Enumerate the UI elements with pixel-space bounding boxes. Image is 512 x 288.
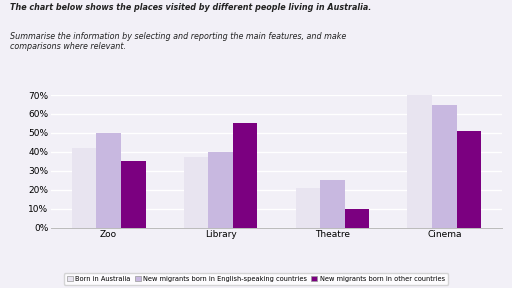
Bar — [295, 188, 320, 228]
Bar — [432, 105, 457, 228]
Bar — [184, 158, 208, 228]
Bar — [408, 95, 432, 228]
Bar — [72, 148, 96, 228]
Text: The chart below shows the places visited by different people living in Australia: The chart below shows the places visited… — [10, 3, 372, 12]
Bar — [233, 124, 258, 228]
Bar — [208, 152, 233, 228]
Text: Summarise the information by selecting and reporting the main features, and make: Summarise the information by selecting a… — [10, 32, 347, 51]
Bar — [121, 161, 145, 228]
Legend: Born in Australia, New migrants born in English-speaking countries, New migrants: Born in Australia, New migrants born in … — [64, 273, 448, 285]
Bar — [457, 131, 481, 228]
Bar — [320, 180, 345, 228]
Bar — [96, 133, 121, 228]
Bar — [345, 209, 369, 228]
